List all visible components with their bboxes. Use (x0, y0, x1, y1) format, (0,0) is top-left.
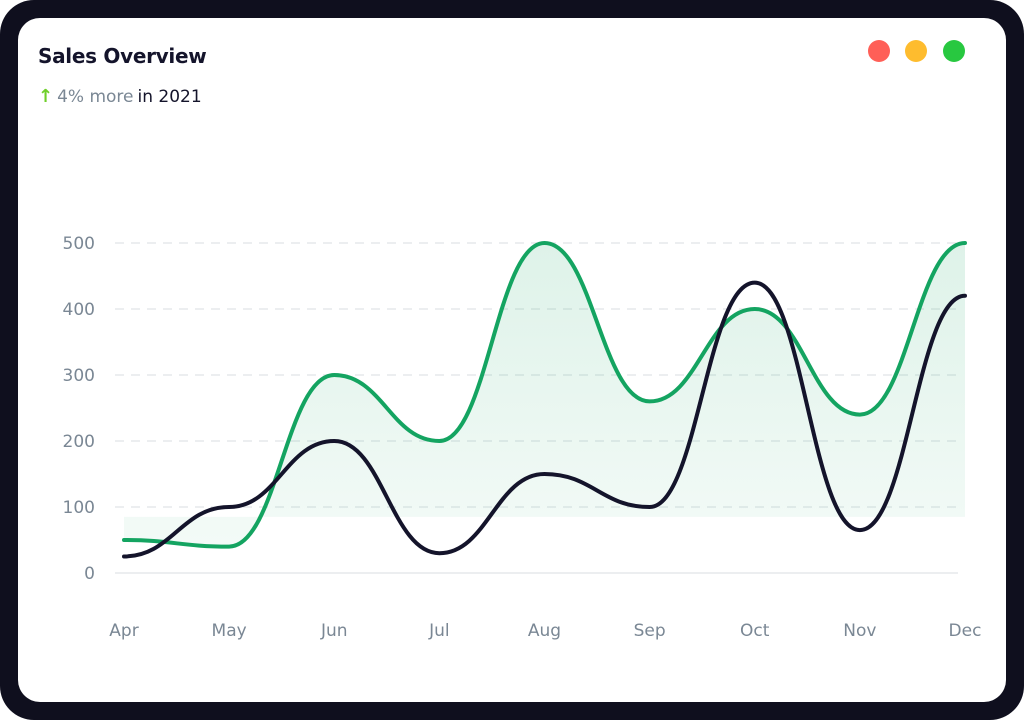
chart-title: Sales Overview (38, 44, 207, 68)
x-tick-label: May (212, 621, 247, 641)
y-tick-label: 300 (63, 366, 95, 386)
x-tick-label: Sep (634, 621, 666, 641)
x-tick-label: Dec (949, 621, 982, 641)
y-tick-label: 200 (63, 432, 95, 452)
y-tick-label: 0 (84, 564, 95, 584)
x-tick-label: Jul (428, 621, 450, 641)
arrow-up-icon: ↑ (38, 86, 54, 107)
x-tick-label: Oct (740, 621, 770, 641)
close-dot-button[interactable] (868, 40, 890, 62)
period-text: in 2021 (137, 86, 202, 107)
minimize-dot-button[interactable] (905, 40, 927, 62)
change-text: 4% more (57, 86, 134, 107)
x-tick-label: Aug (528, 621, 561, 641)
y-tick-label: 400 (63, 300, 95, 320)
y-tick-label: 500 (63, 234, 95, 254)
x-tick-label: Apr (109, 621, 138, 641)
x-tick-label: Jun (320, 621, 348, 641)
maximize-dot-button[interactable] (943, 40, 965, 62)
series-area-fill (124, 243, 965, 547)
chart-subtitle: ↑ 4% more in 2021 (38, 86, 202, 107)
y-tick-label: 100 (63, 498, 95, 518)
series-line-2 (122, 280, 967, 559)
x-tick-label: Nov (843, 621, 876, 641)
series-line-1 (122, 240, 967, 549)
